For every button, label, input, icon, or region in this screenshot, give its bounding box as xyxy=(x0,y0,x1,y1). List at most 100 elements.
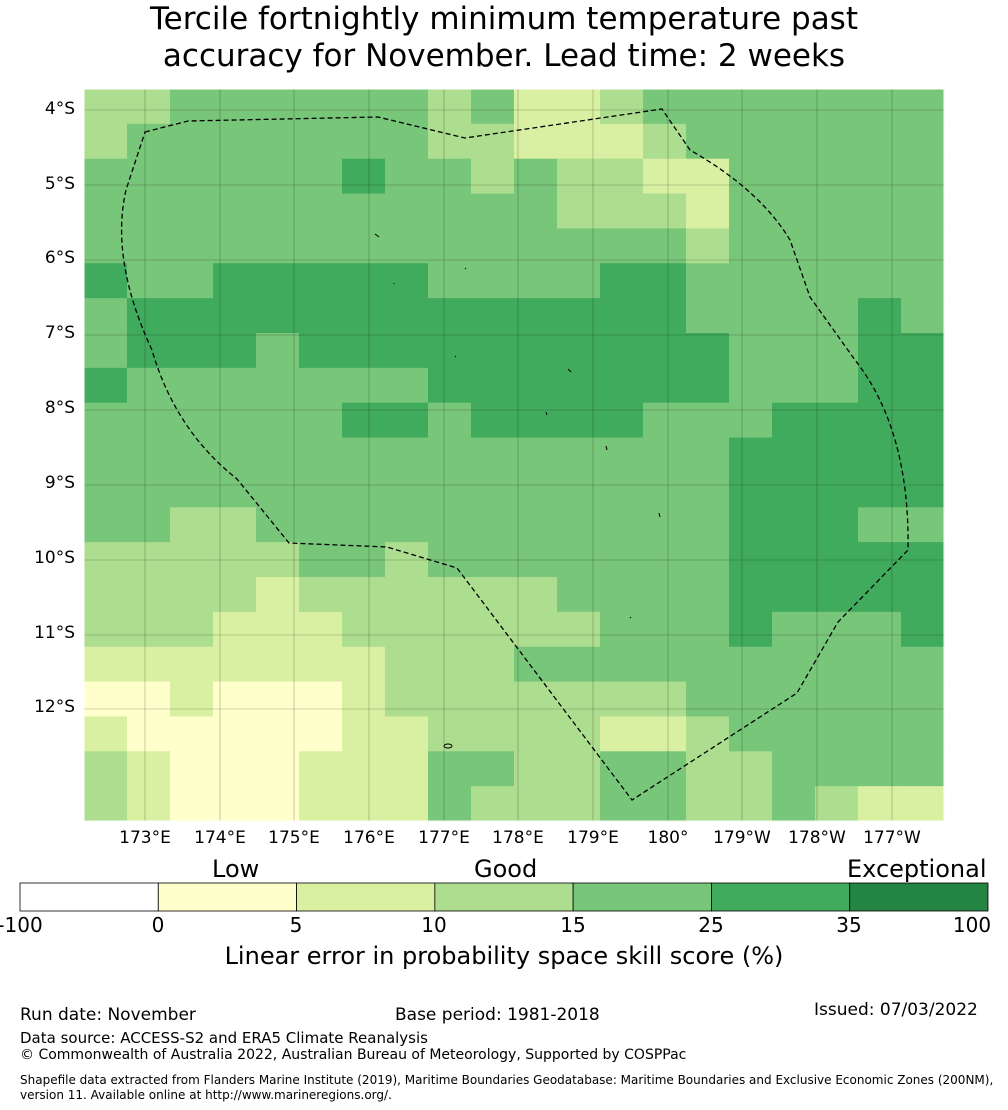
grid-cell xyxy=(471,193,515,230)
grid-cell xyxy=(170,193,214,230)
grid-cell xyxy=(385,193,429,230)
grid-cell xyxy=(600,367,644,404)
grid-cell xyxy=(256,472,300,508)
grid-cell xyxy=(385,89,429,125)
grid-cell xyxy=(772,437,816,474)
grid-cell xyxy=(299,751,343,787)
grid-cell xyxy=(815,542,859,578)
grid-cell xyxy=(299,367,343,404)
grid-cell xyxy=(557,123,601,160)
grid-cell xyxy=(170,228,214,264)
category-good: Good xyxy=(474,855,538,883)
grid-cell xyxy=(299,437,343,474)
grid-cell xyxy=(901,123,945,160)
grid-cell xyxy=(127,716,171,752)
grid-cell xyxy=(471,681,515,718)
grid-cell xyxy=(471,367,515,404)
grid-cell xyxy=(471,158,515,195)
grid-cell xyxy=(342,611,386,648)
grid-cell xyxy=(299,193,343,230)
colorbar-label: Linear error in probability space skill … xyxy=(224,942,784,970)
grid-cell xyxy=(299,716,343,752)
grid-cell xyxy=(901,472,945,508)
colorbar-tick: 0 xyxy=(151,913,165,937)
grid-cell xyxy=(471,402,515,439)
grid-cell xyxy=(557,716,601,752)
grid-cell xyxy=(815,193,859,230)
issued-date: Issued: 07/03/2022 xyxy=(814,1000,978,1020)
skill-grid xyxy=(84,89,945,822)
grid-cell xyxy=(213,228,257,264)
grid-cell xyxy=(643,542,687,578)
grid-cell xyxy=(256,402,300,439)
grid-cell xyxy=(557,367,601,404)
grid-cell xyxy=(514,89,558,125)
grid-cell xyxy=(901,786,945,822)
grid-cell xyxy=(299,263,343,299)
grid-cell xyxy=(815,681,859,718)
grid-cell xyxy=(256,716,300,752)
category-exceptional: Exceptional xyxy=(847,855,987,883)
grid-cell xyxy=(428,472,472,508)
grid-cell xyxy=(256,542,300,578)
grid-cell xyxy=(385,333,429,369)
grid-cell xyxy=(84,193,128,230)
colorbar-tick: 5 xyxy=(289,913,303,937)
lon-label-176e: 176°E xyxy=(343,828,395,848)
grid-cell xyxy=(643,263,687,299)
lon-label-179w: 179°W xyxy=(713,828,771,848)
grid-cell xyxy=(772,751,816,787)
grid-cell xyxy=(127,472,171,508)
grid-cell xyxy=(514,751,558,787)
grid-cell xyxy=(557,472,601,508)
grid-cell xyxy=(385,751,429,787)
grid-cell xyxy=(428,193,472,230)
grid-cell xyxy=(84,402,128,439)
grid-cell xyxy=(342,577,386,613)
island xyxy=(454,355,457,358)
grid-cell xyxy=(213,298,257,334)
grid-cell xyxy=(84,786,128,822)
grid-cell xyxy=(815,367,859,404)
grid-cell xyxy=(428,437,472,474)
grid-cell xyxy=(772,298,816,334)
grid-cell xyxy=(127,158,171,195)
grid-cell xyxy=(84,611,128,648)
island xyxy=(374,233,380,238)
grid-cell xyxy=(471,228,515,264)
grid-cell xyxy=(772,263,816,299)
colorbar-segment xyxy=(572,882,712,912)
grid-cell xyxy=(342,472,386,508)
grid-cell xyxy=(686,611,730,648)
grid-cell xyxy=(686,472,730,508)
grid-cell xyxy=(385,646,429,683)
grid-cell xyxy=(213,123,257,160)
grid-cell xyxy=(299,507,343,543)
grid-cell xyxy=(643,577,687,613)
grid-cell xyxy=(428,542,472,578)
grid-cell xyxy=(686,751,730,787)
grid-cell xyxy=(600,786,644,822)
grid-cell xyxy=(858,577,902,613)
lon-label-177e: 177°E xyxy=(418,828,470,848)
grid-cell xyxy=(84,158,128,195)
grid-cell xyxy=(557,786,601,822)
grid-cell xyxy=(729,577,773,613)
grid-cell xyxy=(858,158,902,195)
grid-cell xyxy=(471,472,515,508)
grid-cell xyxy=(514,263,558,299)
grid-cell xyxy=(858,472,902,508)
grid-cell xyxy=(557,646,601,683)
grid-cell xyxy=(815,611,859,648)
grid-cell xyxy=(901,577,945,613)
grid-cell xyxy=(256,507,300,543)
island xyxy=(658,512,661,518)
grid-cell xyxy=(686,367,730,404)
grid-cell xyxy=(170,681,214,718)
grid-cell xyxy=(428,158,472,195)
shapefile-credit-line-2: version 11. Available online at http://w… xyxy=(20,1088,392,1102)
grid-cell xyxy=(901,646,945,683)
grid-cell xyxy=(428,402,472,439)
grid-cell xyxy=(686,89,730,125)
grid-cell xyxy=(600,646,644,683)
